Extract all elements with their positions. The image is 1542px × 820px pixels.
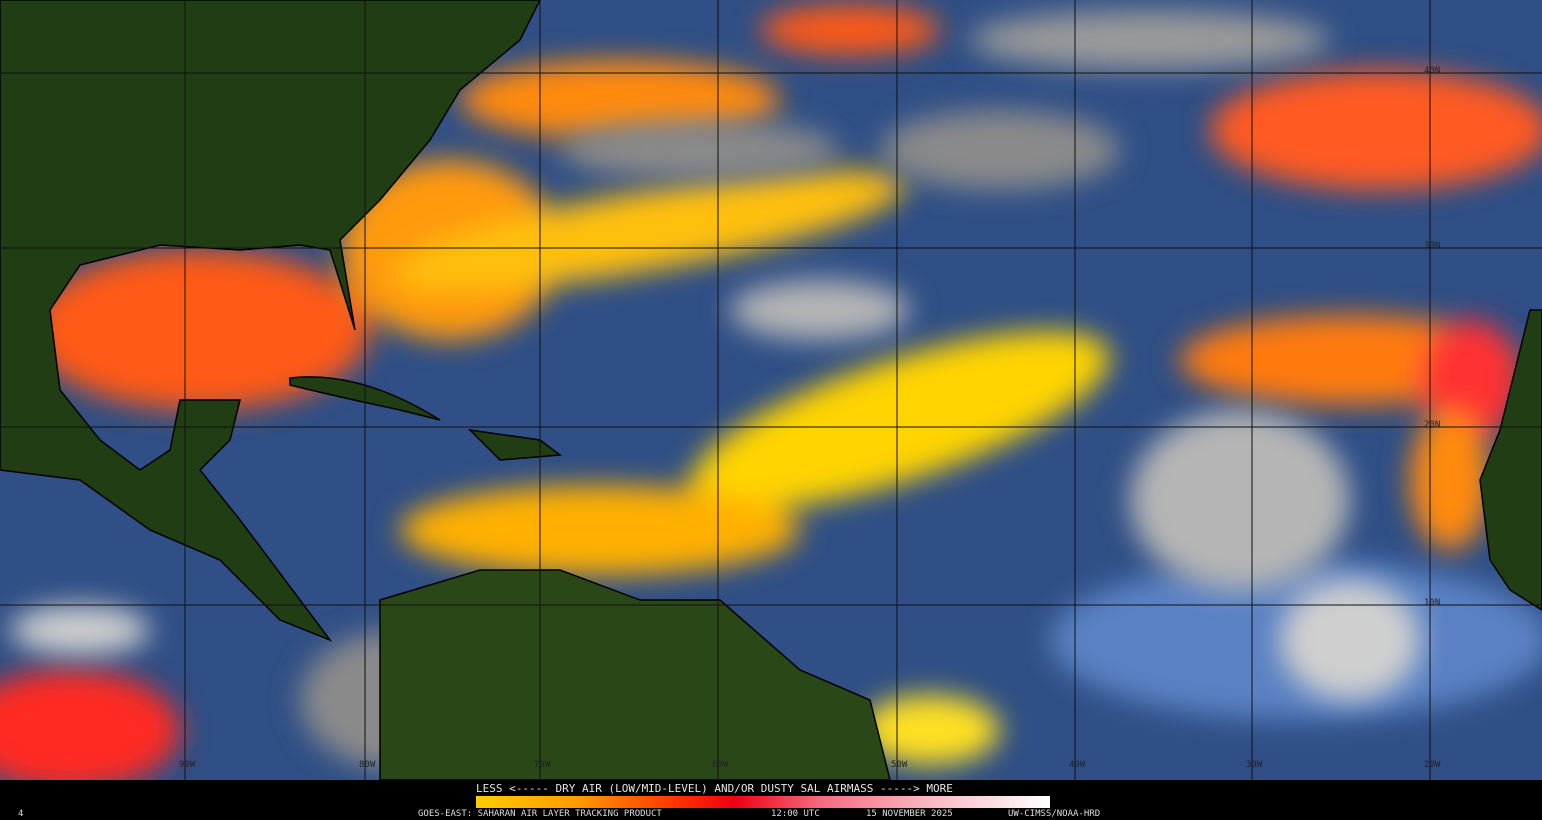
lon-label-60w: 60W (712, 760, 729, 770)
frame-number: 4 (18, 809, 24, 819)
lon-label-30w: 30W (1246, 760, 1263, 770)
lat-label-40n: 40N (1424, 66, 1441, 76)
legend-title: LESS <----- DRY AIR (LOW/MID-LEVEL) AND/… (476, 782, 953, 795)
lat-lon-grid (0, 0, 1542, 780)
lon-label-20w: 20W (1424, 760, 1441, 770)
lon-label-80w: 80W (359, 760, 376, 770)
lat-label-30n: 30N (1424, 241, 1441, 251)
time-label: 12:00 UTC (771, 809, 820, 819)
lon-label-90w: 90W (179, 760, 196, 770)
credit-label: UW-CIMSS/NOAA-HRD (1008, 809, 1101, 819)
map-imagery (0, 0, 1542, 780)
lon-label-50w: 50W (891, 760, 908, 770)
lat-label-10n: 10N (1424, 598, 1441, 608)
date-label: 15 NOVEMBER 2025 (866, 809, 953, 819)
satellite-map: 40N 30N 20N 10N 90W 80W 70W 60W 50W 40W … (0, 0, 1542, 780)
lon-label-70w: 70W (534, 760, 551, 770)
lon-label-40w: 40W (1069, 760, 1086, 770)
lat-label-20n: 20N (1424, 420, 1441, 430)
product-name: GOES-EAST: SAHARAN AIR LAYER TRACKING PR… (418, 809, 662, 819)
legend-color-bar (476, 796, 1050, 808)
land (0, 0, 1542, 780)
